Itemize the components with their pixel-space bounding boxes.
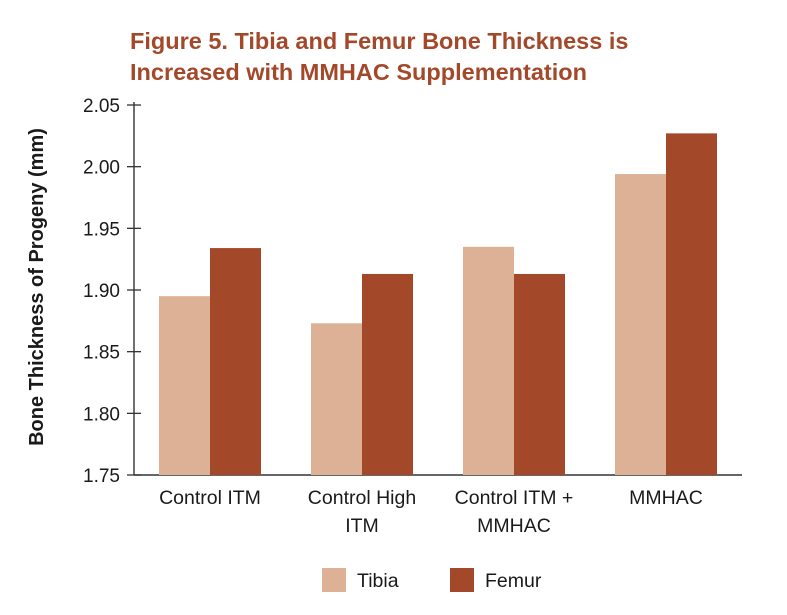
legend-label-femur: Femur xyxy=(485,570,542,592)
legend-swatch-femur xyxy=(450,568,474,592)
chart-title-line-2: Increased with MMHAC Supplementation xyxy=(130,59,587,85)
bar-femur-0 xyxy=(210,248,261,475)
legend: Tibia Femur xyxy=(322,568,542,592)
y-tick-label: 1.90 xyxy=(83,281,120,302)
x-category-label: MMHAC xyxy=(477,515,551,537)
x-category-label: Control High xyxy=(308,487,416,509)
x-category-label: Control ITM xyxy=(159,487,261,509)
y-tick-label: 1.85 xyxy=(83,343,120,364)
bar-tibia-0 xyxy=(159,296,210,475)
y-tick-label: 2.00 xyxy=(83,158,120,179)
legend-label-tibia: Tibia xyxy=(357,570,399,592)
bar-femur-3 xyxy=(666,133,717,475)
legend-swatch-tibia xyxy=(322,568,346,592)
bar-tibia-3 xyxy=(615,174,666,476)
axes: 1.75 1.80 1.85 1.90 1.95 2.00 2.05 xyxy=(83,96,742,487)
bars xyxy=(159,133,717,476)
x-category-label: ITM xyxy=(345,515,379,537)
bar-tibia-2 xyxy=(463,246,514,475)
y-tick-label: 2.05 xyxy=(83,96,120,117)
bar-femur-1 xyxy=(362,273,413,475)
chart-title-line-1: Figure 5. Tibia and Femur Bone Thickness… xyxy=(130,28,629,54)
bar-tibia-1 xyxy=(311,323,362,475)
y-tick-label: 1.80 xyxy=(83,404,120,425)
chart-title: Figure 5. Tibia and Femur Bone Thickness… xyxy=(130,26,628,88)
bar-femur-2 xyxy=(514,273,565,475)
y-axis-title: Bone Thickness of Progeny (mm) xyxy=(26,128,48,446)
y-tick-label: 1.75 xyxy=(83,466,120,487)
x-axis-labels: Control ITM Control High ITM Control ITM + M… xyxy=(159,487,703,537)
x-category-label: Control ITM + xyxy=(455,487,574,509)
y-tick-label: 1.95 xyxy=(83,219,120,240)
y-axis-title-group: Bone Thickness of Progeny (mm) xyxy=(26,128,48,446)
x-category-label: MMHAC xyxy=(629,487,703,509)
